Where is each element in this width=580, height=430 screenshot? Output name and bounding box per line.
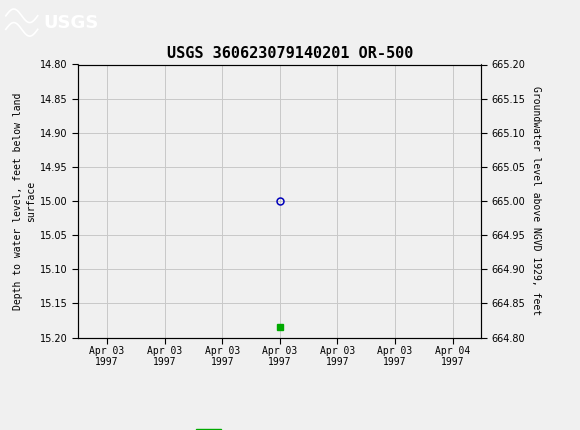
Y-axis label: Depth to water level, feet below land
surface: Depth to water level, feet below land su…	[13, 92, 36, 310]
Y-axis label: Groundwater level above NGVD 1929, feet: Groundwater level above NGVD 1929, feet	[531, 86, 541, 316]
Legend: Period of approved data: Period of approved data	[192, 424, 368, 430]
Text: USGS: USGS	[44, 14, 99, 31]
Text: USGS 360623079140201 OR-500: USGS 360623079140201 OR-500	[167, 46, 413, 61]
